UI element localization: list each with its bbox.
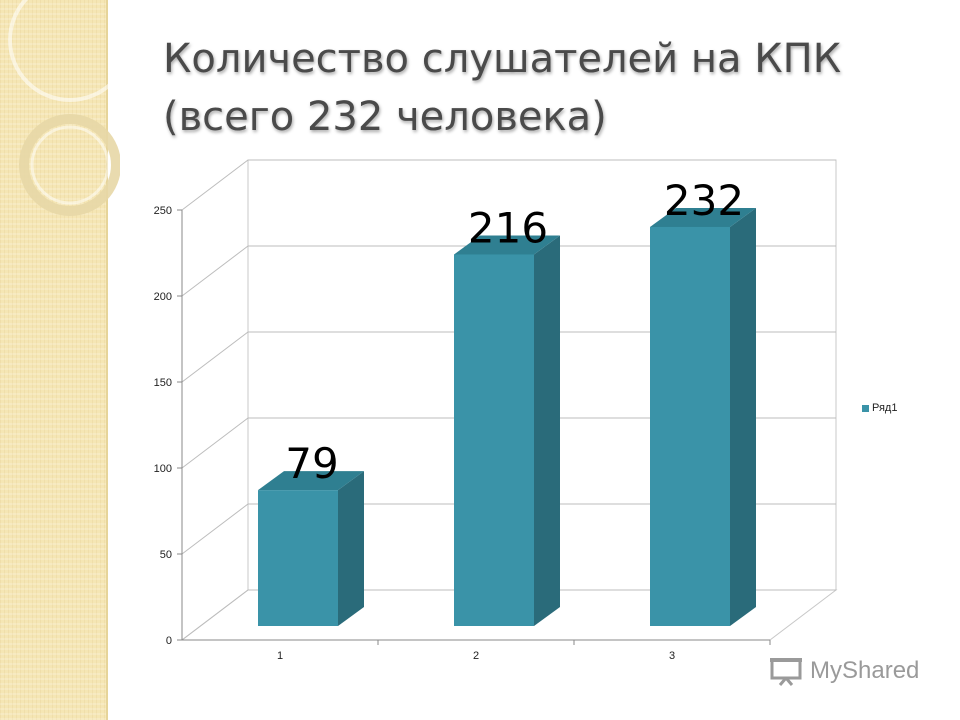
y-tick-label: 250 xyxy=(154,205,172,217)
presentation-icon xyxy=(770,658,802,686)
gridline xyxy=(181,589,836,641)
gridline xyxy=(181,245,836,297)
y-tick-label: 50 xyxy=(160,549,172,561)
y-tick-label: 0 xyxy=(166,635,172,647)
slide-title: Количество слушателей на КПК (всего 232 … xyxy=(163,30,883,146)
bar xyxy=(258,490,338,626)
data-label: 79 xyxy=(285,439,338,488)
bar-top xyxy=(650,207,756,227)
bar-top xyxy=(258,471,364,491)
x-tick-label: 2 xyxy=(473,650,479,662)
title-line-1: Количество слушателей на КПК xyxy=(163,36,842,82)
data-label: 216 xyxy=(468,203,548,252)
y-tick-label: 150 xyxy=(154,377,172,389)
watermark: MyShared xyxy=(768,656,919,686)
bar-side xyxy=(534,235,560,627)
x-tick-label: 3 xyxy=(669,650,675,662)
decorative-circles xyxy=(8,0,120,216)
title-line-2: (всего 232 человека) xyxy=(163,94,607,140)
gridline xyxy=(181,417,836,469)
chart-legend: Ряд1 xyxy=(862,402,897,414)
bar-top xyxy=(454,235,560,255)
y-tick-label: 200 xyxy=(154,291,172,303)
bar-side xyxy=(338,471,364,626)
gridline xyxy=(181,331,836,383)
legend-swatch xyxy=(862,404,869,412)
y-tick-label: 100 xyxy=(154,463,172,475)
bar xyxy=(454,254,534,627)
legend-label: Ряд1 xyxy=(872,402,898,414)
watermark-text: MyShared xyxy=(810,657,920,684)
data-label: 232 xyxy=(664,176,744,225)
bar-side xyxy=(730,207,756,626)
gridline xyxy=(181,503,836,555)
x-tick-label: 1 xyxy=(277,650,283,662)
gridline xyxy=(181,159,836,211)
bar xyxy=(650,226,730,626)
